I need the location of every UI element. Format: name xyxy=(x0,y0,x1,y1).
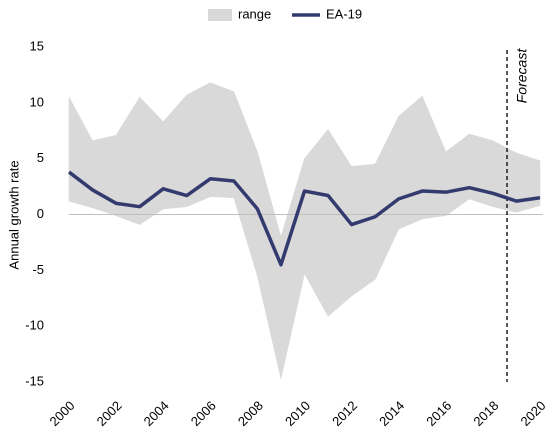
y-tick-label: 5 xyxy=(37,150,44,165)
range-band xyxy=(421,96,447,220)
x-tick-label: 2004 xyxy=(141,398,172,429)
range-band xyxy=(304,128,329,318)
x-tick-label: 2012 xyxy=(329,398,360,429)
y-axis-label: Annual growth rate xyxy=(6,160,21,269)
range-band xyxy=(92,134,117,217)
range-band xyxy=(445,133,470,217)
range-band xyxy=(351,163,376,297)
legend-swatch xyxy=(208,9,232,21)
y-tick-label: -5 xyxy=(32,262,44,277)
x-tick-label: 2002 xyxy=(94,398,125,429)
legend-label: range xyxy=(238,6,271,21)
x-tick-label: 2016 xyxy=(423,398,454,429)
x-tick-label: 2010 xyxy=(282,398,313,429)
x-tick-label: 2020 xyxy=(517,398,545,429)
legend-label: EA-19 xyxy=(326,6,362,21)
range-band xyxy=(374,116,400,280)
x-tick-label: 2000 xyxy=(46,398,77,429)
line-series xyxy=(67,170,541,267)
y-tick-label: 0 xyxy=(37,206,44,221)
x-tick-label: 2018 xyxy=(470,398,501,429)
y-tick-label: 15 xyxy=(30,38,44,53)
range-band xyxy=(257,151,282,379)
range-band xyxy=(280,158,305,379)
y-tick-label: -10 xyxy=(25,318,44,333)
x-tick-label: 2006 xyxy=(188,398,219,429)
x-tick-label: 2014 xyxy=(376,398,407,429)
range-band xyxy=(469,133,494,208)
y-tick-label: -15 xyxy=(25,373,44,388)
forecast-label: Forecast xyxy=(514,48,530,104)
range-band xyxy=(68,97,93,209)
range-band xyxy=(398,95,423,230)
x-tick-label: 2008 xyxy=(235,398,266,429)
y-tick-label: 10 xyxy=(30,94,44,109)
range-band xyxy=(516,152,541,213)
